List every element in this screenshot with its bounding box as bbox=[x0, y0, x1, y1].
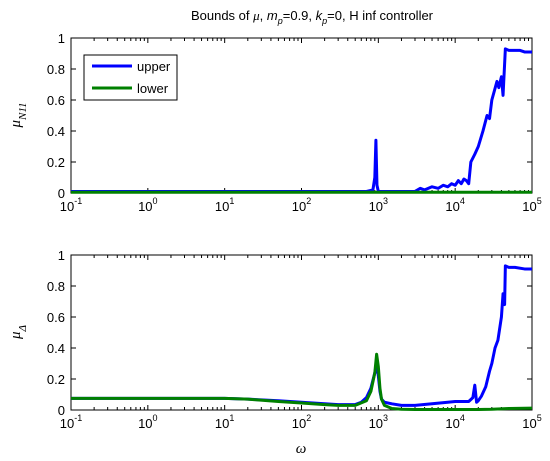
top-plot: 10-1 100 101 102 103 104 105 0 0.2 0.4 0.6 0.8 1 μN1… bbox=[8, 31, 542, 214]
x-tick-label: 104 bbox=[445, 196, 464, 214]
y-tick-label: 0 bbox=[58, 403, 65, 418]
x-tick-label: 105 bbox=[522, 196, 541, 214]
chart-title: Bounds of μ, mp=0.9, kp=0, H inf control… bbox=[191, 8, 434, 26]
y-tick-label: 0.2 bbox=[47, 155, 65, 170]
x-axis-label: ω bbox=[296, 441, 307, 457]
y-axis-label: μΔ bbox=[8, 325, 29, 340]
y-tick-label: 0 bbox=[58, 186, 65, 201]
x-tick-label: 10-1 bbox=[60, 413, 82, 431]
y-tick-label: 1 bbox=[58, 31, 65, 46]
legend: upper lower bbox=[83, 54, 178, 101]
y-tick-label: 0.8 bbox=[47, 279, 65, 294]
y-axis-label: μN11 bbox=[8, 102, 29, 128]
y-tick-label: 0.8 bbox=[47, 62, 65, 77]
y-tick-label: 0.6 bbox=[47, 93, 65, 108]
y-tick-label: 0.2 bbox=[47, 372, 65, 387]
x-tick-label: 101 bbox=[215, 196, 234, 214]
legend-box bbox=[83, 54, 178, 101]
x-tick-label: 104 bbox=[445, 413, 464, 431]
x-tick-label: 103 bbox=[369, 413, 388, 431]
x-tick-label: 102 bbox=[292, 196, 311, 214]
x-tick-label: 10-1 bbox=[60, 196, 82, 214]
x-tick-label: 103 bbox=[369, 196, 388, 214]
plot-area-frame bbox=[70, 254, 533, 411]
x-tick-label: 105 bbox=[522, 413, 541, 431]
x-tick-label: 100 bbox=[138, 196, 157, 214]
x-tick-label: 100 bbox=[138, 413, 157, 431]
x-tick-label: 102 bbox=[292, 413, 311, 431]
y-tick-label: 1 bbox=[58, 248, 65, 263]
legend-label-lower: lower bbox=[137, 81, 169, 96]
x-tick-label: 101 bbox=[215, 413, 234, 431]
y-tick-label: 0.6 bbox=[47, 310, 65, 325]
series-line-lower bbox=[71, 352, 533, 412]
legend-label-upper: upper bbox=[137, 59, 171, 74]
y-tick-label: 0.4 bbox=[47, 341, 65, 356]
y-tick-label: 0.4 bbox=[47, 124, 65, 139]
